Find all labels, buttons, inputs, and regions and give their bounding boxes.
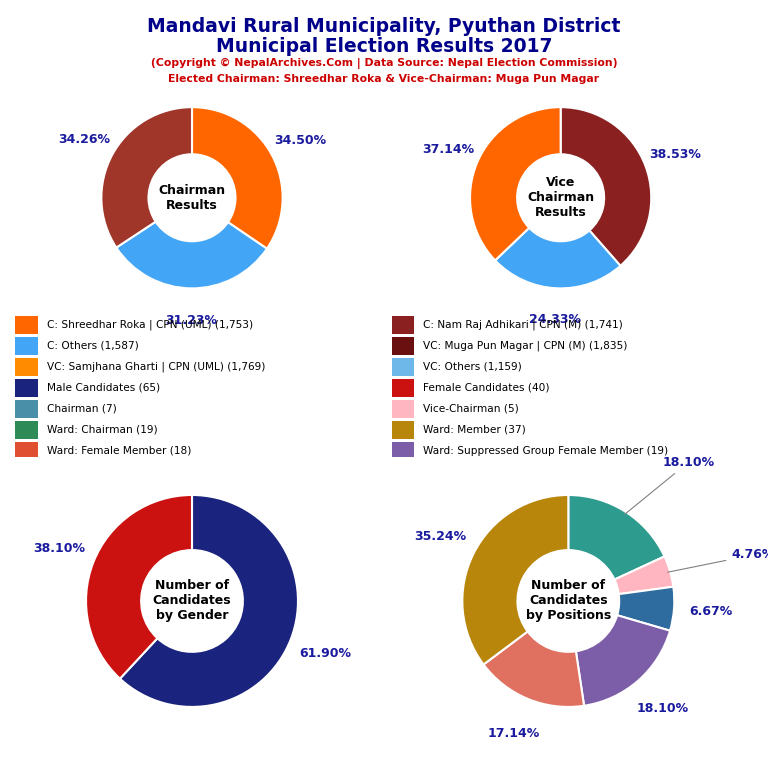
Text: Chairman
Results: Chairman Results (158, 184, 226, 212)
Text: VC: Muga Pun Magar | CPN (M) (1,835): VC: Muga Pun Magar | CPN (M) (1,835) (423, 340, 627, 351)
Wedge shape (617, 587, 674, 631)
Bar (15, 399, 38, 418)
Text: Vice-Chairman (5): Vice-Chairman (5) (423, 404, 519, 414)
Bar (392, 336, 414, 355)
Text: Elected Chairman: Shreedhar Roka & Vice-Chairman: Muga Pun Magar: Elected Chairman: Shreedhar Roka & Vice-… (168, 74, 600, 84)
Wedge shape (614, 557, 674, 594)
Text: 18.10%: 18.10% (624, 456, 714, 515)
Wedge shape (120, 495, 298, 707)
Wedge shape (192, 107, 283, 249)
Text: Ward: Suppressed Group Female Member (19): Ward: Suppressed Group Female Member (19… (423, 446, 668, 456)
Text: (Copyright © NepalArchives.Com | Data Source: Nepal Election Commission): (Copyright © NepalArchives.Com | Data So… (151, 58, 617, 69)
Text: 38.53%: 38.53% (649, 148, 701, 161)
Text: 37.14%: 37.14% (422, 143, 474, 156)
Bar (392, 442, 414, 460)
Bar (15, 442, 38, 460)
Text: C: Nam Raj Adhikari | CPN (M) (1,741): C: Nam Raj Adhikari | CPN (M) (1,741) (423, 319, 623, 330)
Text: 24.33%: 24.33% (529, 313, 581, 326)
Wedge shape (86, 495, 192, 679)
Text: 34.26%: 34.26% (58, 134, 111, 146)
Wedge shape (561, 107, 651, 266)
Text: VC: Samjhana Gharti | CPN (UML) (1,769): VC: Samjhana Gharti | CPN (UML) (1,769) (47, 362, 265, 372)
Text: Female Candidates (40): Female Candidates (40) (423, 383, 550, 393)
Bar (392, 316, 414, 334)
Text: 34.50%: 34.50% (274, 134, 326, 147)
Bar (392, 379, 414, 397)
Text: Ward: Member (37): Ward: Member (37) (423, 425, 526, 435)
Wedge shape (576, 615, 670, 706)
Bar (392, 399, 414, 418)
Text: Chairman (7): Chairman (7) (47, 404, 117, 414)
Text: Municipal Election Results 2017: Municipal Election Results 2017 (216, 37, 552, 56)
Bar (15, 336, 38, 355)
Text: C: Others (1,587): C: Others (1,587) (47, 341, 138, 351)
Text: Number of
Candidates
by Positions: Number of Candidates by Positions (525, 580, 611, 622)
Text: Vice
Chairman
Results: Vice Chairman Results (527, 177, 594, 219)
Text: 61.90%: 61.90% (300, 647, 351, 660)
Bar (15, 316, 38, 334)
Wedge shape (495, 228, 621, 288)
Bar (392, 358, 414, 376)
Text: 4.76%: 4.76% (667, 548, 768, 572)
Bar (15, 358, 38, 376)
Text: 18.10%: 18.10% (637, 702, 688, 715)
Text: Number of
Candidates
by Gender: Number of Candidates by Gender (153, 580, 231, 622)
Wedge shape (101, 107, 192, 247)
Text: 17.14%: 17.14% (488, 727, 540, 740)
Bar (15, 421, 38, 439)
Wedge shape (484, 631, 584, 707)
Text: 6.67%: 6.67% (690, 605, 733, 618)
Bar (15, 379, 38, 397)
Text: 38.10%: 38.10% (33, 542, 84, 555)
Text: Mandavi Rural Municipality, Pyuthan District: Mandavi Rural Municipality, Pyuthan Dist… (147, 17, 621, 36)
Text: VC: Others (1,159): VC: Others (1,159) (423, 362, 522, 372)
Text: 35.24%: 35.24% (414, 531, 466, 544)
Text: Ward: Female Member (18): Ward: Female Member (18) (47, 446, 191, 456)
Bar (392, 421, 414, 439)
Wedge shape (116, 222, 267, 289)
Wedge shape (470, 107, 561, 260)
Wedge shape (462, 495, 568, 664)
Text: Ward: Chairman (19): Ward: Chairman (19) (47, 425, 157, 435)
Text: 31.23%: 31.23% (165, 313, 217, 326)
Text: C: Shreedhar Roka | CPN (UML) (1,753): C: Shreedhar Roka | CPN (UML) (1,753) (47, 319, 253, 330)
Text: Male Candidates (65): Male Candidates (65) (47, 383, 160, 393)
Wedge shape (568, 495, 664, 580)
